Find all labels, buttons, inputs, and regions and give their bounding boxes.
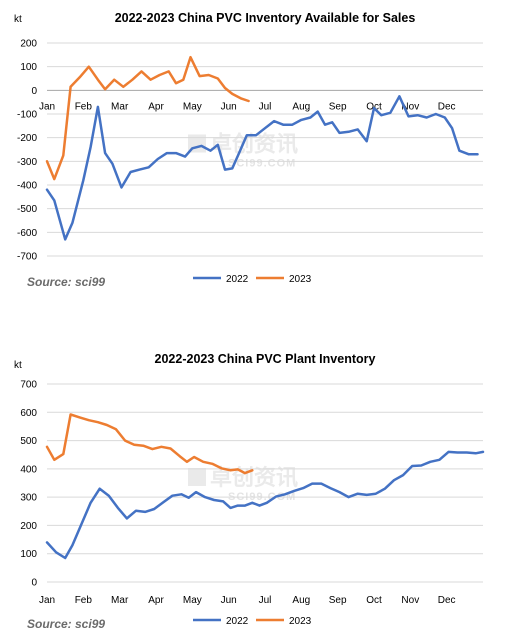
x-tick-label: Aug: [292, 101, 310, 112]
y-tick-label: 400: [20, 464, 37, 475]
series-line-2023: [45, 55, 250, 181]
x-tick-label: Aug: [292, 595, 310, 606]
y-axis-unit: kt: [14, 14, 22, 25]
y-tick-label: 100: [20, 549, 37, 560]
x-tick-label: Oct: [366, 595, 382, 606]
chart-title: 2022-2023 China PVC Plant Inventory: [155, 352, 376, 366]
x-tick-label: Nov: [401, 101, 419, 112]
x-tick-label: Mar: [111, 595, 129, 606]
y-tick-label: -400: [17, 181, 37, 192]
x-tick-label: Jun: [221, 101, 237, 112]
chart-title: 2022-2023 China PVC Inventory Available …: [115, 11, 416, 25]
y-tick-label: 200: [20, 521, 37, 532]
y-tick-label: -500: [17, 204, 37, 215]
y-tick-label: -700: [17, 252, 37, 263]
y-tick-label: 600: [20, 408, 37, 419]
x-tick-label: Nov: [401, 595, 419, 606]
y-tick-label: -200: [17, 133, 37, 144]
x-tick-label: Dec: [438, 595, 456, 606]
legend-label-2023: 2023: [289, 274, 312, 285]
x-tick-label: Oct: [366, 101, 382, 112]
legend-label-2022: 2022: [226, 274, 249, 285]
x-tick-label: Jan: [39, 101, 55, 112]
x-tick-label: Feb: [75, 595, 93, 606]
y-tick-label: 0: [31, 578, 37, 589]
watermark-logo: [188, 468, 206, 486]
x-tick-label: Jan: [39, 595, 55, 606]
y-tick-label: 300: [20, 493, 37, 504]
x-tick-label: Sep: [329, 101, 347, 112]
legend-label-2023: 2023: [289, 616, 312, 627]
x-tick-label: Dec: [438, 101, 456, 112]
x-tick-label: Apr: [148, 101, 164, 112]
x-tick-label: May: [183, 101, 202, 112]
x-tick-label: Apr: [148, 595, 164, 606]
series-line-2022: [45, 450, 485, 560]
y-tick-label: 700: [20, 380, 37, 391]
x-tick-label: Mar: [111, 101, 129, 112]
x-tick-label: Jun: [221, 595, 237, 606]
y-tick-label: 200: [20, 39, 37, 50]
y-tick-label: 100: [20, 62, 37, 73]
y-tick-label: -600: [17, 228, 37, 239]
watermark-en: SCI99.COM: [228, 491, 296, 503]
y-tick-label: -300: [17, 157, 37, 168]
legend-label-2022: 2022: [226, 616, 249, 627]
y-tick-label: 500: [20, 436, 37, 447]
source-note: Source: sci99: [27, 617, 105, 631]
x-tick-label: Jul: [259, 101, 272, 112]
y-tick-label: 0: [31, 86, 37, 97]
y-tick-label: -100: [17, 110, 37, 121]
watermark-en: SCI99.COM: [228, 158, 296, 170]
x-tick-label: Jul: [259, 595, 272, 606]
y-axis-unit: kt: [14, 360, 22, 371]
x-tick-label: Feb: [75, 101, 93, 112]
x-tick-label: May: [183, 595, 202, 606]
x-tick-label: Sep: [329, 595, 347, 606]
source-note: Source: sci99: [27, 275, 105, 289]
series-line-2022: [45, 95, 479, 241]
series-line-2023: [45, 413, 254, 475]
